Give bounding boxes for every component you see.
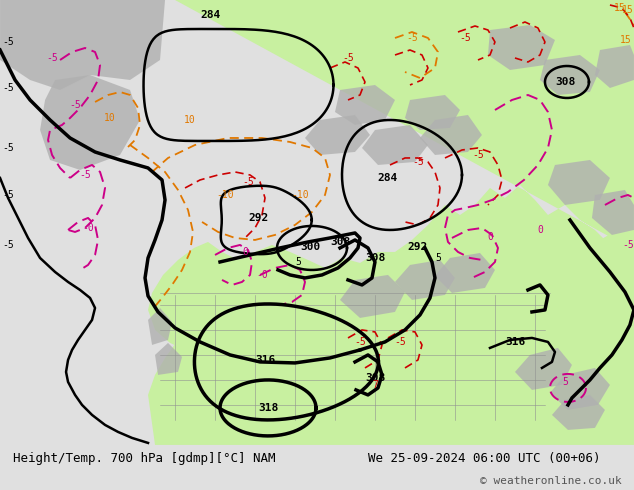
Polygon shape (305, 115, 370, 155)
Text: -5: -5 (622, 240, 634, 250)
Polygon shape (148, 218, 634, 445)
Text: 308: 308 (365, 373, 385, 383)
Text: -5: -5 (2, 190, 14, 200)
Text: -5: -5 (69, 100, 81, 110)
Text: 292: 292 (408, 242, 428, 252)
Text: © weatheronline.co.uk: © weatheronline.co.uk (479, 476, 621, 486)
Text: 318: 318 (258, 403, 278, 413)
Polygon shape (420, 115, 482, 155)
Text: -10: -10 (216, 190, 234, 200)
Polygon shape (435, 253, 495, 293)
Text: -5: -5 (406, 33, 418, 43)
Text: 5: 5 (435, 253, 441, 263)
Text: 10: 10 (184, 115, 196, 125)
Text: 0: 0 (487, 232, 493, 242)
Text: 292: 292 (248, 213, 268, 223)
Text: 5: 5 (295, 257, 301, 267)
Polygon shape (550, 368, 610, 410)
Text: -5: -5 (342, 53, 354, 63)
Text: 15: 15 (620, 35, 632, 45)
Text: 316: 316 (505, 337, 525, 347)
Text: 308: 308 (330, 237, 350, 247)
Text: -5: -5 (472, 150, 484, 160)
Polygon shape (592, 190, 634, 235)
Polygon shape (515, 348, 572, 390)
Polygon shape (40, 75, 140, 170)
Text: -5: -5 (354, 337, 366, 347)
Polygon shape (488, 25, 555, 70)
Text: 308: 308 (555, 77, 575, 87)
Polygon shape (335, 85, 395, 125)
Text: -5: -5 (79, 170, 91, 180)
Text: We 25-09-2024 06:00 UTC (00+06): We 25-09-2024 06:00 UTC (00+06) (368, 452, 600, 465)
Polygon shape (395, 260, 455, 300)
Text: 0: 0 (242, 247, 248, 257)
Text: 316: 316 (255, 355, 275, 365)
Polygon shape (540, 55, 600, 95)
Text: -5: -5 (242, 177, 254, 187)
Text: 10: 10 (104, 113, 116, 123)
Text: -0: -0 (82, 223, 94, 233)
Text: -10: -10 (291, 190, 309, 200)
Text: -5: -5 (2, 143, 14, 153)
Text: 7: 7 (372, 380, 378, 390)
Text: -5: -5 (459, 33, 471, 43)
Text: -5: -5 (46, 53, 58, 63)
Text: 0: 0 (537, 225, 543, 235)
Polygon shape (362, 125, 428, 165)
Polygon shape (155, 343, 182, 375)
Text: Height/Temp. 700 hPa [gdmp][°C] NAM: Height/Temp. 700 hPa [gdmp][°C] NAM (13, 452, 275, 465)
Text: 5: 5 (562, 377, 568, 387)
Text: 15: 15 (614, 3, 626, 13)
Text: -5: -5 (2, 240, 14, 250)
Text: 284: 284 (200, 10, 220, 20)
Text: 284: 284 (378, 173, 398, 183)
Text: 308: 308 (365, 253, 385, 263)
Polygon shape (340, 275, 405, 318)
Text: -5: -5 (412, 157, 424, 167)
Polygon shape (548, 160, 610, 205)
Text: -5: -5 (2, 83, 14, 93)
Text: 300: 300 (300, 242, 320, 252)
Text: -0: -0 (256, 270, 268, 280)
Text: -5: -5 (394, 337, 406, 347)
Polygon shape (148, 0, 634, 370)
Polygon shape (552, 395, 605, 430)
Polygon shape (148, 308, 172, 345)
Text: -5: -5 (2, 37, 14, 47)
Text: 15: 15 (622, 5, 634, 15)
Polygon shape (595, 45, 634, 88)
Polygon shape (405, 95, 460, 130)
Polygon shape (0, 0, 165, 90)
